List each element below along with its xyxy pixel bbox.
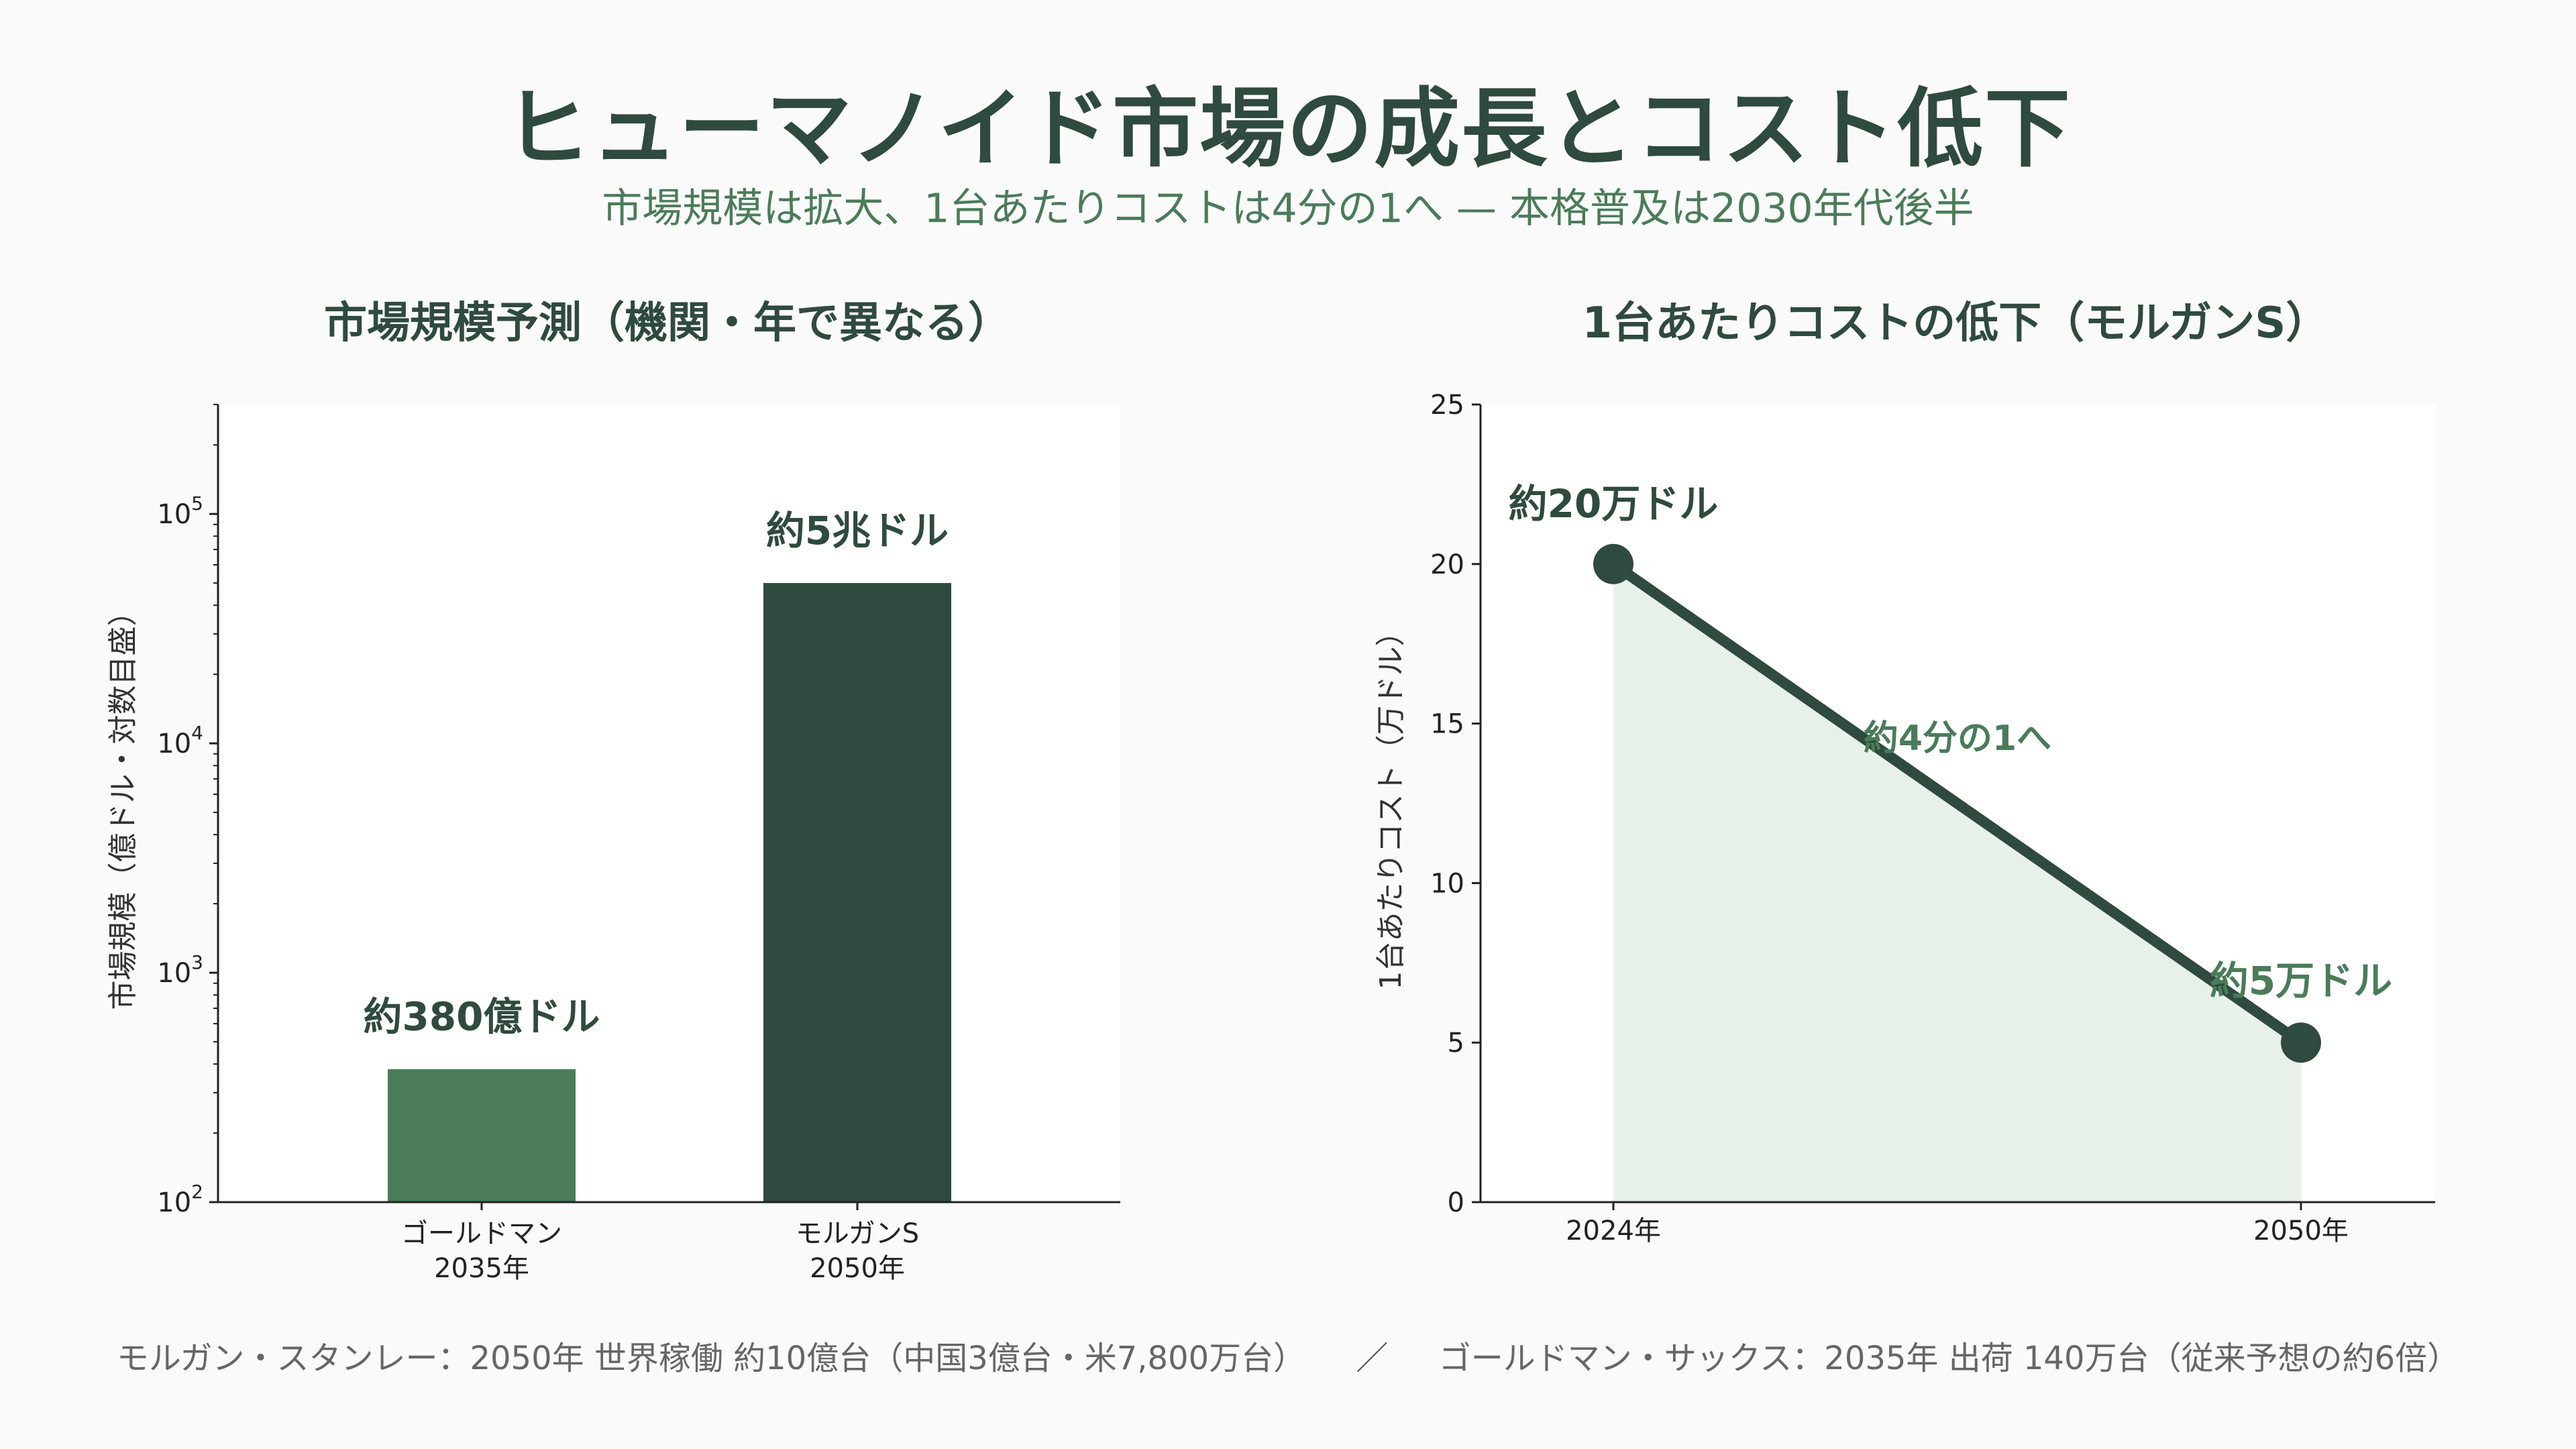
market-x-label-line1-0: ゴールドマン <box>401 1218 562 1249</box>
footer-morgan-stanley: モルガン・スタンレー：2050年 世界稼働 約10億台（中国3億台・米7,800… <box>116 1340 1306 1377</box>
market-bar-label-0: 約380億ドル <box>363 994 600 1040</box>
cost-area-fill <box>1613 564 2301 1202</box>
market-bar-1 <box>763 583 951 1202</box>
footer-separator: ／ <box>1356 1340 1389 1377</box>
cost-y-axis-label: 1台あたりコスト（万ドル） <box>1374 617 1408 990</box>
cost-x-tick-label-0: 2024年 <box>1566 1216 1661 1246</box>
market-y-tick-label-2: 104 <box>157 722 203 759</box>
market-y-tick-label-3: 105 <box>157 492 203 530</box>
footer-notes: モルガン・スタンレー：2050年 世界稼働 約10億台（中国3億台・米7,800… <box>0 1332 2576 1379</box>
market-y-tick-label-0: 102 <box>157 1181 203 1218</box>
cost-y-tick-label-4: 20 <box>1430 549 1464 580</box>
cost-series-line <box>1608 558 2306 1049</box>
footer-goldman-sachs: ゴールドマン・サックス：2035年 出荷 140万台（従来予想の約6倍） <box>1438 1340 2460 1377</box>
cost-y-tick-label-3: 15 <box>1430 709 1464 740</box>
cost-point-1 <box>2281 1022 2321 1063</box>
cost-chart-title: 1台あたりコストの低下（モルガンS） <box>1582 299 2329 348</box>
cost-point-0 <box>1593 543 1633 584</box>
market-y-tick-label-1: 103 <box>157 951 203 989</box>
cost-point-label-1: 約5万ドル <box>2210 958 2392 1004</box>
cost-annotation: 約4分の1へ <box>1864 718 2051 759</box>
cost-y-tick-label-2: 10 <box>1430 868 1464 899</box>
cost-point-label-0: 約20万ドル <box>1509 481 1719 527</box>
cost-y-tick-label-0: 0 <box>1448 1187 1464 1218</box>
market-plot-area <box>218 405 1120 1202</box>
market-x-label-line1-1: モルガンS <box>796 1218 919 1249</box>
market-x-label-line2-1: 2050年 <box>810 1253 905 1284</box>
market-bar-0 <box>388 1069 576 1202</box>
market-chart-title: 市場規模予測（機関・年で異なる） <box>324 299 1011 348</box>
market-bar-label-1: 約5兆ドル <box>766 508 949 553</box>
cost-y-tick-label-5: 25 <box>1430 390 1464 421</box>
market-x-label-line2-0: 2035年 <box>434 1253 529 1284</box>
cost-y-tick-label-1: 5 <box>1448 1028 1464 1059</box>
market-y-axis-label: 市場規模（億ドル・対数目盛） <box>106 597 140 1010</box>
cost-x-tick-label-1: 2050年 <box>2253 1216 2349 1246</box>
page-subtitle: 市場規模は拡大、1台あたりコストは4分の1へ — 本格普及は2030年代後半 <box>602 185 1974 232</box>
page-title: ヒューマノイド市場の成長とコスト低下 <box>504 79 2072 179</box>
